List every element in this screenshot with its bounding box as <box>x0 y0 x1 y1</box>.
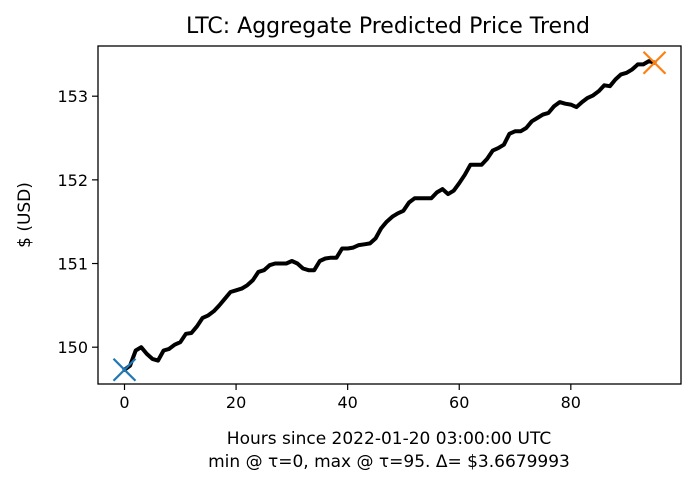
marker-layer <box>112 50 667 382</box>
x-tick-label: 60 <box>449 393 469 412</box>
price-series-line <box>122 59 657 372</box>
x-tick-label: 80 <box>561 393 581 412</box>
series-layer <box>122 59 657 372</box>
x-tick-label: 20 <box>226 393 246 412</box>
y-tick-label: 152 <box>57 171 88 190</box>
max-marker <box>642 50 667 75</box>
x-tick-label: 40 <box>337 393 357 412</box>
chart-title: LTC: Aggregate Predicted Price Trend <box>186 14 590 39</box>
x-axis-label-summary: min @ τ=0, max @ τ=95. Δ= $3.6679993 <box>208 452 570 472</box>
y-tick-label: 153 <box>57 87 88 106</box>
min-marker <box>112 357 137 382</box>
axis-ticks: 0 20 40 60 80 150 151 152 153 <box>57 87 581 412</box>
x-axis-label: Hours since 2022-01-20 03:00:00 UTC <box>227 429 551 449</box>
x-tick-label: 0 <box>119 393 129 412</box>
plot-frame <box>97 45 682 385</box>
y-axis-label: $ (USD) <box>15 182 35 248</box>
y-tick-label: 151 <box>57 255 88 274</box>
y-tick-label: 150 <box>57 338 88 357</box>
